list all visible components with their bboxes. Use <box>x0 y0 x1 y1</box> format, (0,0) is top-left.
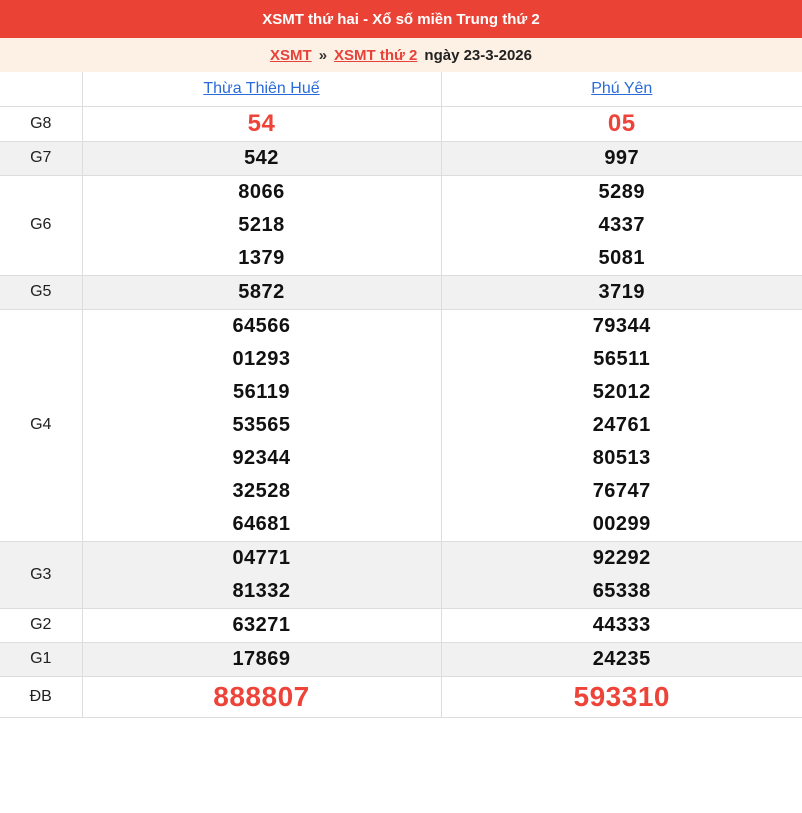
result-number: 32528 <box>232 479 291 502</box>
province-header-2: Phú Yên <box>441 72 802 107</box>
result-number: 8066 <box>238 180 285 203</box>
result-number: 76747 <box>592 479 651 502</box>
result-number: 56119 <box>232 380 290 403</box>
result-number: 05 <box>607 109 636 137</box>
prize-label: G1 <box>0 642 83 677</box>
results-body: G8 54 05 G7 542 997 G6 8066 5218 1379 5289 4337 5081… <box>0 106 802 718</box>
result-number: 5289 <box>598 180 645 203</box>
result-cell: 79344 56511 52012 24761 80513 76747 00299 <box>441 309 802 542</box>
result-number: 542 <box>244 146 279 169</box>
result-number: 56511 <box>593 347 651 370</box>
result-number: 24761 <box>592 413 651 436</box>
page-title: XSMT thứ hai - Xổ số miền Trung thứ 2 <box>262 10 540 28</box>
breadcrumb: XSMT » XSMT thứ 2 ngày 23-3-2026 <box>0 38 802 72</box>
result-number: 53565 <box>232 413 291 436</box>
prize-label: G2 <box>0 608 83 643</box>
result-number: 00299 <box>592 512 651 535</box>
prize-label: G8 <box>0 106 83 142</box>
result-number: 17869 <box>232 647 291 670</box>
breadcrumb-link-xsmt-thu-2[interactable]: XSMT thứ 2 <box>334 46 418 64</box>
result-number: 04771 <box>232 546 291 569</box>
result-cell: 24235 <box>441 642 802 677</box>
prize-label: G7 <box>0 141 83 176</box>
result-number: 24235 <box>592 647 651 670</box>
result-cell: 05 <box>441 106 802 142</box>
result-cell: 54 <box>82 106 442 142</box>
result-number: 5218 <box>238 213 285 236</box>
result-cell: 92292 65338 <box>441 541 802 609</box>
result-cell: 44333 <box>441 608 802 643</box>
table-row: G5 5872 3719 <box>0 275 802 310</box>
result-number: 44333 <box>592 613 651 636</box>
result-number: 52012 <box>592 380 651 403</box>
table-row: G2 63271 44333 <box>0 608 802 643</box>
result-cell: 997 <box>441 141 802 176</box>
prize-label: G3 <box>0 541 83 609</box>
prize-column-header <box>0 72 83 107</box>
result-cell: 5872 <box>82 275 442 310</box>
result-number: 64566 <box>232 314 291 337</box>
results-table: Thừa Thiên Huế Phú Yên G8 54 05 G7 542 997 G6 8… <box>0 72 802 718</box>
table-row: G7 542 997 <box>0 141 802 176</box>
result-number: 81332 <box>232 579 291 602</box>
table-row: ĐB 888807 593310 <box>0 676 802 718</box>
breadcrumb-link-xsmt[interactable]: XSMT <box>270 46 312 64</box>
result-cell: 8066 5218 1379 <box>82 175 442 276</box>
breadcrumb-separator: » <box>318 46 328 64</box>
result-number: 92344 <box>232 446 291 469</box>
table-row: G4 64566 01293 56119 53565 92344 32528 64681 793… <box>0 309 802 542</box>
result-number: 997 <box>604 146 640 169</box>
result-number: 65338 <box>592 579 651 602</box>
result-number: 5081 <box>598 246 645 269</box>
result-cell: 3719 <box>441 275 802 310</box>
result-number: 593310 <box>573 680 670 712</box>
page-header-bar: XSMT thứ hai - Xổ số miền Trung thứ 2 <box>0 0 802 38</box>
result-number: 4337 <box>598 213 645 236</box>
result-cell: 17869 <box>82 642 442 677</box>
result-number: 1379 <box>238 246 285 269</box>
table-row: G6 8066 5218 1379 5289 4337 5081 <box>0 175 802 276</box>
result-number: 01293 <box>232 347 291 370</box>
breadcrumb-date: ngày 23-3-2026 <box>424 46 532 64</box>
result-cell: 5289 4337 5081 <box>441 175 802 276</box>
result-cell: 64566 01293 56119 53565 92344 32528 64681 <box>82 309 442 542</box>
table-header-row: Thừa Thiên Huế Phú Yên <box>0 72 802 107</box>
result-cell: 593310 <box>441 676 802 718</box>
result-number: 64681 <box>232 512 291 535</box>
result-cell: 888807 <box>82 676 442 718</box>
province-link-thua-thien-hue[interactable]: Thừa Thiên Huế <box>203 79 320 97</box>
result-number: 79344 <box>592 314 651 337</box>
result-number: 54 <box>247 109 276 137</box>
table-row: G1 17869 24235 <box>0 642 802 677</box>
prize-label: ĐB <box>0 676 83 718</box>
result-cell: 04771 81332 <box>82 541 442 609</box>
table-row: G3 04771 81332 92292 65338 <box>0 541 802 609</box>
result-cell: 542 <box>82 141 442 176</box>
result-number: 888807 <box>213 680 310 712</box>
prize-label: G5 <box>0 275 83 310</box>
result-number: 3719 <box>598 280 645 303</box>
table-row: G8 54 05 <box>0 106 802 142</box>
province-header-1: Thừa Thiên Huế <box>82 72 442 107</box>
result-number: 5872 <box>238 280 285 303</box>
prize-label: G6 <box>0 175 83 276</box>
prize-label: G4 <box>0 309 83 542</box>
result-number: 92292 <box>592 546 651 569</box>
result-cell: 63271 <box>82 608 442 643</box>
result-number: 63271 <box>232 613 291 636</box>
province-link-phu-yen[interactable]: Phú Yên <box>591 79 653 97</box>
result-number: 80513 <box>592 446 651 469</box>
